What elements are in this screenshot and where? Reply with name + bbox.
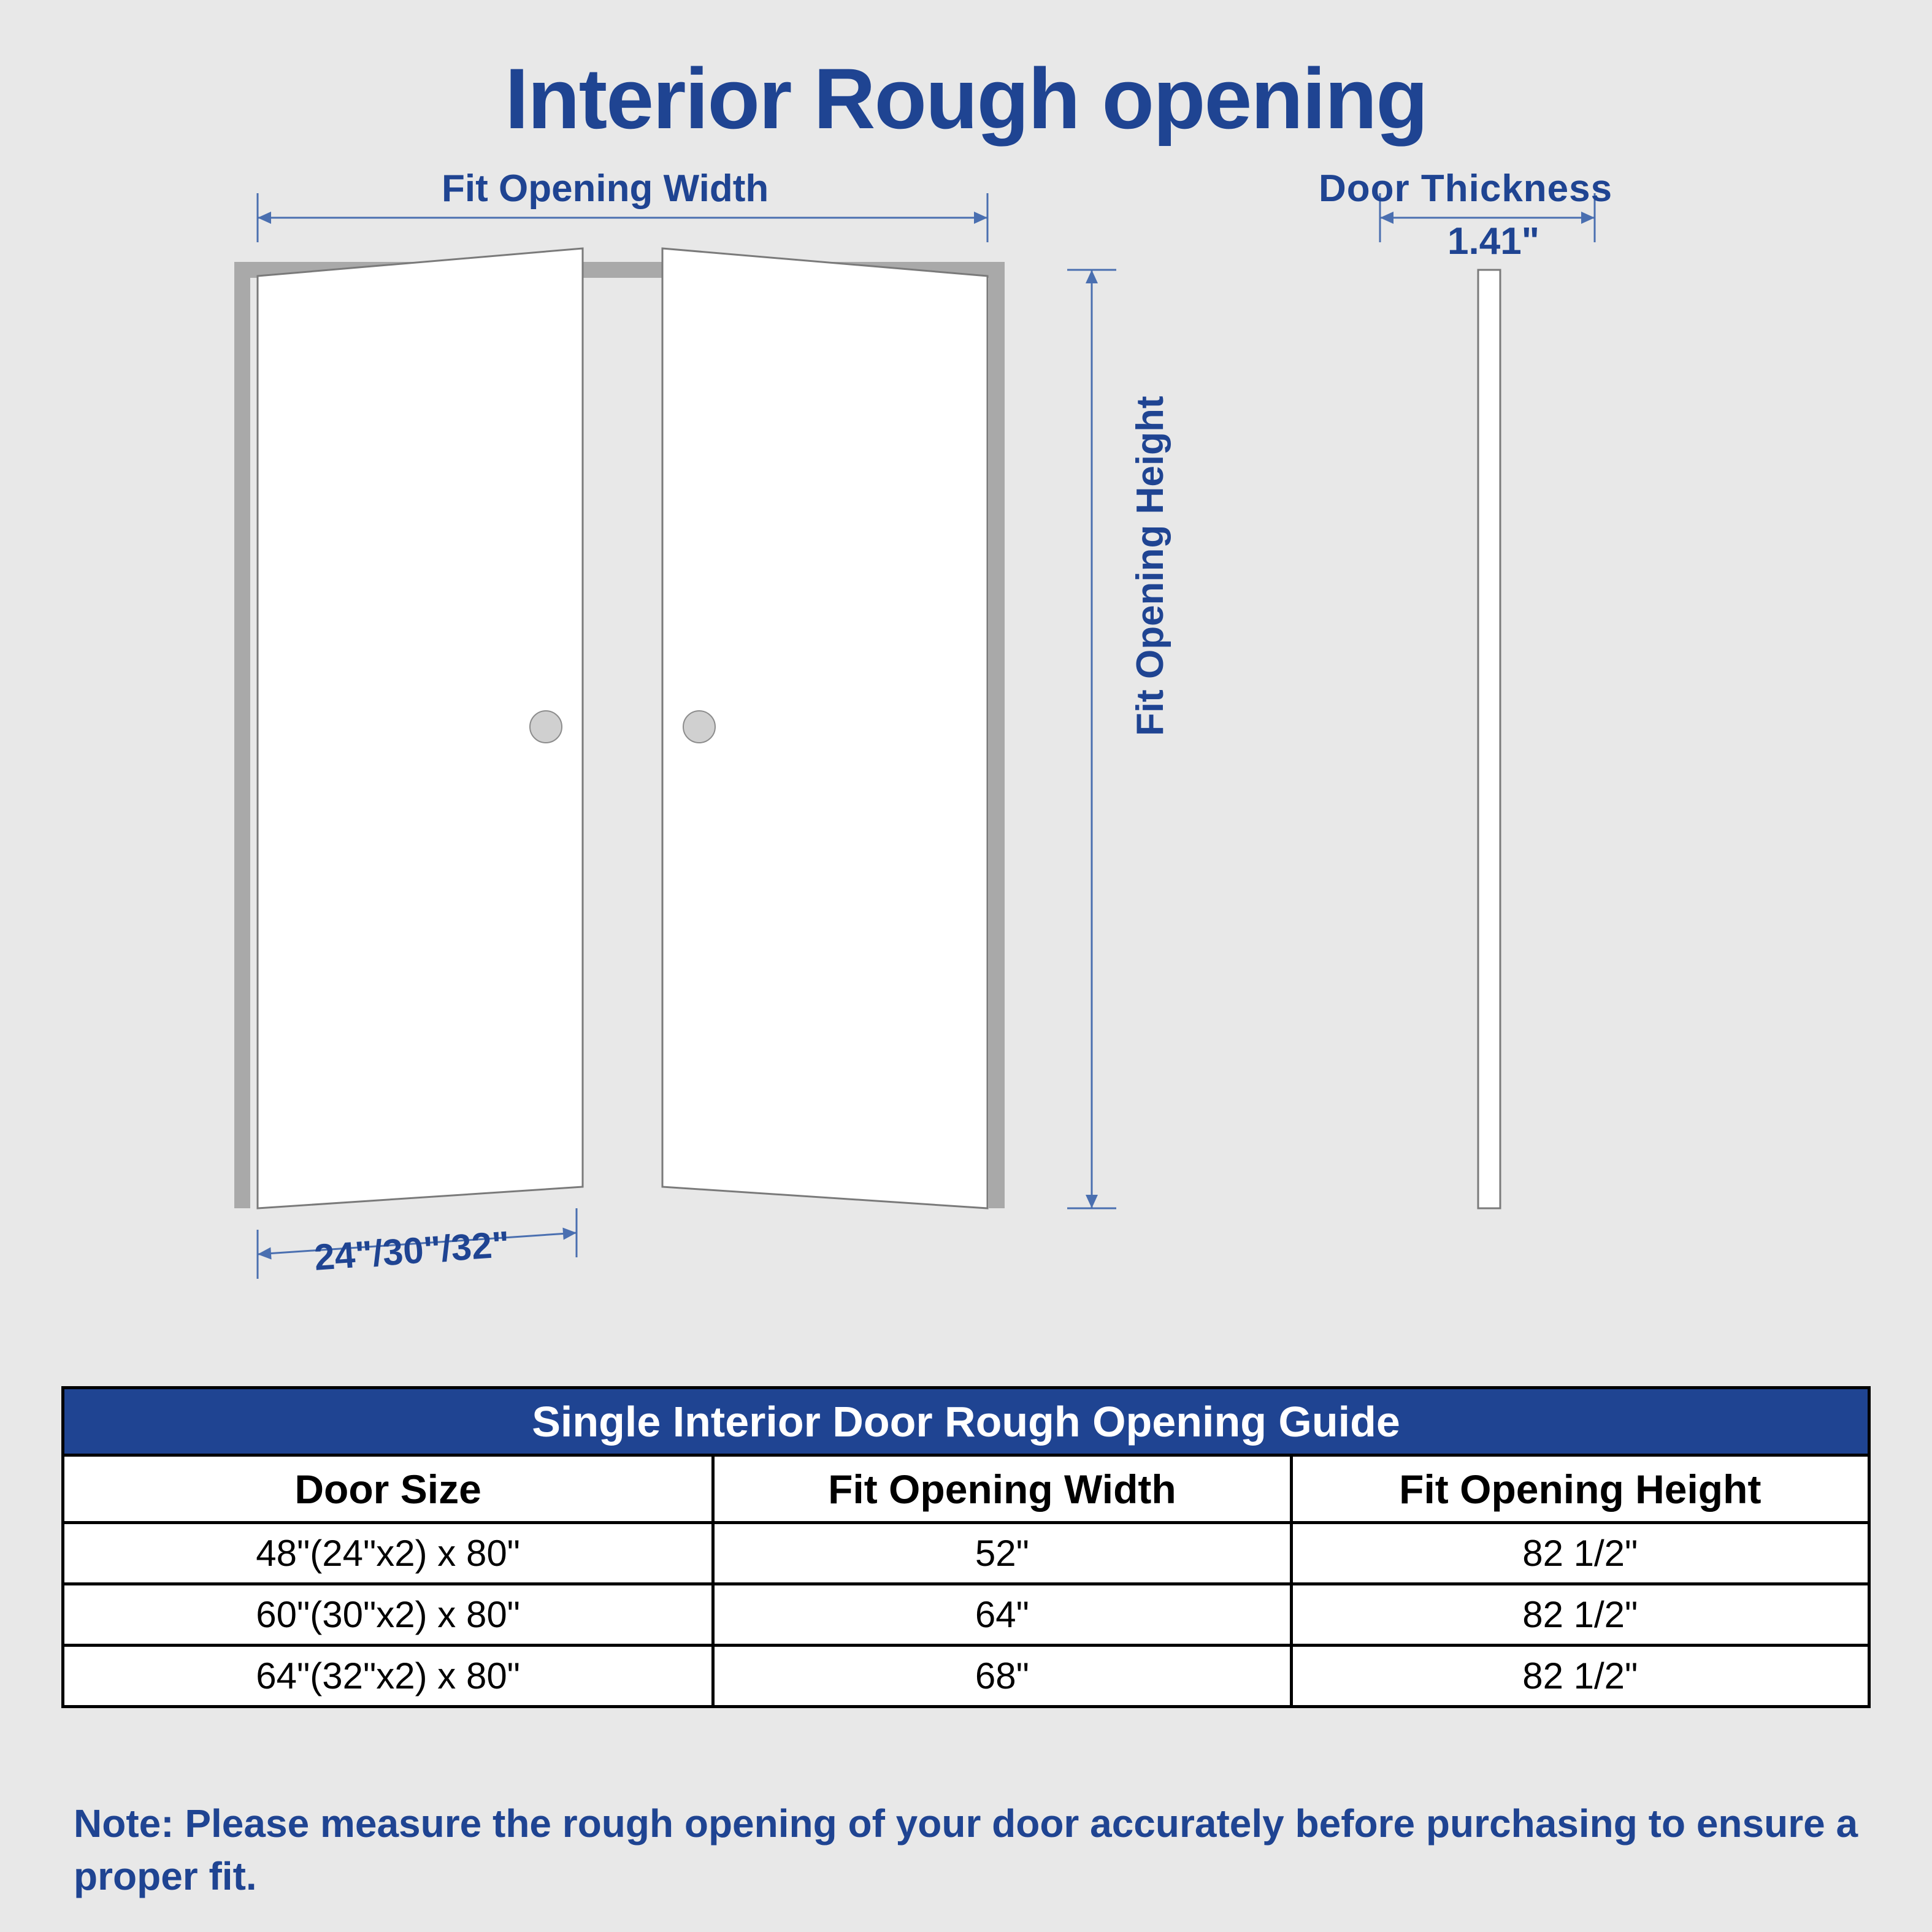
door-diagram: Fit Opening Width Fit Opening Height Doo… — [74, 184, 1858, 1337]
table-cell: 60"(30"x2) x 80" — [63, 1584, 713, 1646]
rough-opening-table-wrap: Single Interior Door Rough Opening Guide… — [61, 1386, 1871, 1708]
table-header-row: Door Size Fit Opening Width Fit Opening … — [63, 1455, 1869, 1523]
table-row: 60"(30"x2) x 80"64"82 1/2" — [63, 1584, 1869, 1646]
col-fit-width: Fit Opening Width — [713, 1455, 1291, 1523]
measurement-note: Note: Please measure the rough opening o… — [74, 1797, 1858, 1903]
table-cell: 52" — [713, 1523, 1291, 1584]
page-title: Interior Rough opening — [0, 49, 1932, 148]
table-title: Single Interior Door Rough Opening Guide — [63, 1388, 1869, 1455]
door-thickness-value: 1.41" — [1447, 220, 1539, 263]
col-door-size: Door Size — [63, 1455, 713, 1523]
table-cell: 64"(32"x2) x 80" — [63, 1646, 713, 1707]
table-cell: 64" — [713, 1584, 1291, 1646]
table-cell: 48"(24"x2) x 80" — [63, 1523, 713, 1584]
door-thickness-label: Door Thickness — [1319, 167, 1612, 210]
table-row: 64"(32"x2) x 80"68"82 1/2" — [63, 1646, 1869, 1707]
fit-width-label: Fit Opening Width — [442, 167, 769, 210]
table-cell: 82 1/2" — [1291, 1584, 1869, 1646]
table-cell: 82 1/2" — [1291, 1523, 1869, 1584]
table-cell: 82 1/2" — [1291, 1646, 1869, 1707]
table-row: 48"(24"x2) x 80"52"82 1/2" — [63, 1523, 1869, 1584]
rough-opening-table: Single Interior Door Rough Opening Guide… — [61, 1386, 1871, 1708]
table-cell: 68" — [713, 1646, 1291, 1707]
fit-height-label: Fit Opening Height — [1129, 396, 1172, 737]
diagram-svg — [74, 184, 1858, 1337]
col-fit-height: Fit Opening Height — [1291, 1455, 1869, 1523]
